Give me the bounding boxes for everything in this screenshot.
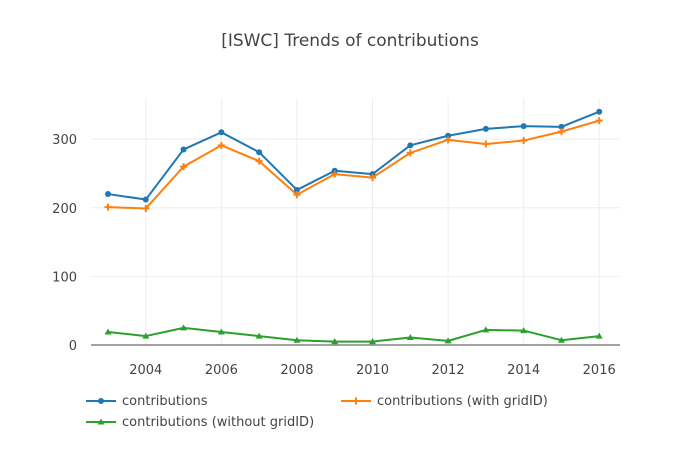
data-point[interactable]: [557, 128, 565, 136]
data-point[interactable]: [142, 196, 149, 203]
data-point[interactable]: [406, 333, 414, 340]
legend: contributions contributions (with gridID…: [86, 391, 686, 441]
data-point[interactable]: [217, 141, 225, 149]
data-point[interactable]: [104, 328, 112, 335]
series-3: [104, 324, 603, 345]
series-line: [107, 110, 600, 201]
data-point[interactable]: [180, 146, 187, 153]
data-point[interactable]: [482, 125, 489, 132]
legend-item-contributions[interactable]: contributions: [86, 391, 208, 411]
data-point[interactable]: [445, 132, 452, 139]
data-point[interactable]: [293, 336, 301, 343]
data-point[interactable]: [180, 324, 188, 331]
data-point[interactable]: [595, 117, 603, 125]
data-point[interactable]: [369, 338, 377, 345]
data-point[interactable]: [142, 204, 150, 212]
x-tick-label: 2012: [432, 363, 465, 378]
legend-swatch-contributions: [86, 398, 116, 404]
data-point[interactable]: [217, 328, 225, 335]
data-point[interactable]: [444, 136, 452, 144]
legend-label-contributions: contributions: [122, 393, 208, 409]
series-layer: [104, 108, 603, 345]
data-point[interactable]: [104, 203, 112, 211]
data-point[interactable]: [520, 137, 528, 145]
data-point[interactable]: [331, 338, 339, 345]
series-1: [105, 108, 603, 203]
x-tick-label: 2014: [507, 363, 540, 378]
data-point[interactable]: [558, 123, 565, 130]
data-point[interactable]: [293, 191, 301, 199]
data-point[interactable]: [180, 163, 188, 171]
x-tick-label: 2016: [583, 363, 616, 378]
data-point[interactable]: [482, 140, 490, 148]
data-point[interactable]: [520, 123, 527, 130]
data-point[interactable]: [293, 186, 300, 193]
x-tick-label: 2006: [205, 363, 238, 378]
y-tick-label: 300: [52, 133, 77, 148]
x-tick-label: 2004: [129, 363, 162, 378]
data-point[interactable]: [482, 326, 490, 333]
data-point[interactable]: [595, 332, 603, 339]
gridlines: [91, 98, 620, 345]
legend-swatch-without-gridid: [86, 418, 116, 425]
data-point[interactable]: [596, 108, 603, 115]
series-line: [107, 326, 600, 343]
x-tick-label: 2008: [280, 363, 313, 378]
data-point[interactable]: [142, 332, 150, 339]
data-point[interactable]: [406, 149, 414, 157]
data-point[interactable]: [256, 149, 263, 156]
series-2: [104, 117, 603, 212]
data-point[interactable]: [520, 327, 528, 334]
legend-item-with-gridid[interactable]: contributions (with gridID): [341, 391, 548, 411]
legend-label-with-gridid: contributions (with gridID): [377, 393, 548, 409]
y-tick-label: 100: [52, 270, 77, 285]
legend-label-without-gridid: contributions (without gridID): [122, 414, 315, 430]
chart-title: [ISWC] Trends of contributions: [221, 31, 479, 51]
data-point[interactable]: [255, 157, 263, 165]
data-point[interactable]: [444, 337, 452, 344]
legend-swatch-with-gridid: [341, 397, 371, 405]
data-point[interactable]: [331, 170, 339, 178]
series-line: [107, 119, 600, 210]
legend-item-without-gridid[interactable]: contributions (without gridID): [86, 412, 314, 432]
data-point[interactable]: [369, 174, 377, 182]
data-point[interactable]: [218, 129, 225, 136]
x-tick-label: 2010: [356, 363, 389, 378]
y-tick-label: 0: [69, 339, 77, 354]
data-point[interactable]: [255, 332, 263, 339]
data-point[interactable]: [407, 142, 414, 149]
axes: 2004 2006 2008 2010 2012 2014 2016 0 100 200 300: [52, 133, 620, 378]
y-tick-label: 200: [52, 202, 77, 217]
data-point[interactable]: [557, 336, 565, 343]
data-point[interactable]: [105, 191, 112, 198]
